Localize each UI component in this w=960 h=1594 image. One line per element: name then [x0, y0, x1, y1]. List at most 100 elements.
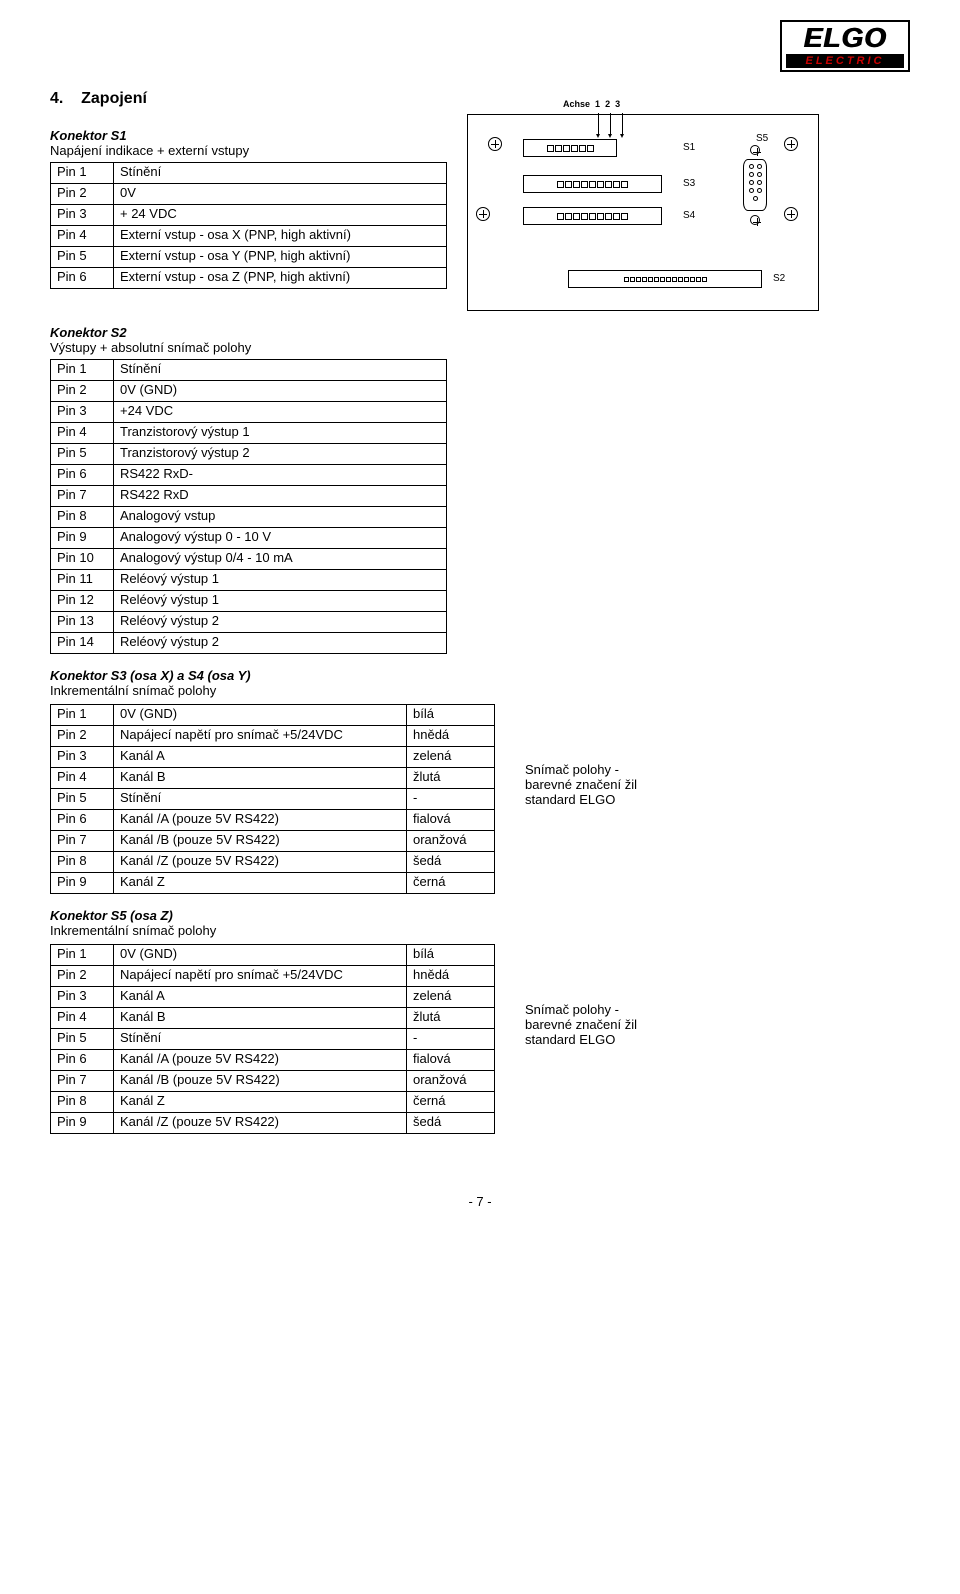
table-row: Pin 8Analogový vstup: [51, 507, 447, 528]
table-row: Pin 20V (GND): [51, 381, 447, 402]
desc-cell: Externí vstup - osa Y (PNP, high aktivní…: [114, 247, 447, 268]
desc-cell: Reléový výstup 2: [114, 612, 447, 633]
table-row: Pin 4Kanál Bžlutá: [51, 768, 495, 789]
color-cell: šedá: [407, 852, 495, 873]
table-row: Pin 4Kanál Bžlutá: [51, 1008, 495, 1029]
page-footer: - 7 -: [50, 1194, 910, 1209]
s2-table: Pin 1StíněníPin 20V (GND)Pin 3+24 VDCPin…: [50, 359, 447, 654]
desc-cell: Reléový výstup 2: [114, 633, 447, 654]
pin-cell: Pin 2: [51, 184, 114, 205]
table-row: Pin 3+ 24 VDC: [51, 205, 447, 226]
table-row: Pin 20V: [51, 184, 447, 205]
diagram-s1-label: S1: [683, 142, 695, 153]
section-heading: 4. Zapojení: [50, 90, 910, 108]
pin-cell: Pin 2: [51, 381, 114, 402]
section-title: Zapojení: [81, 90, 147, 107]
pin-cell: Pin 8: [51, 507, 114, 528]
table-row: Pin 9Kanál /Z (pouze 5V RS422)šedá: [51, 1113, 495, 1134]
pin-cell: Pin 6: [51, 465, 114, 486]
pin-cell: Pin 13: [51, 612, 114, 633]
section-number: 4.: [50, 90, 63, 107]
color-cell: černá: [407, 873, 495, 894]
table-row: Pin 2Napájecí napětí pro snímač +5/24VDC…: [51, 966, 495, 987]
table-row: Pin 4Externí vstup - osa X (PNP, high ak…: [51, 226, 447, 247]
pin-cell: Pin 5: [51, 1029, 114, 1050]
table-row: Pin 7RS422 RxD: [51, 486, 447, 507]
pin-cell: Pin 1: [51, 360, 114, 381]
achse-2: 2: [605, 99, 610, 109]
table-row: Pin 2Napájecí napětí pro snímač +5/24VDC…: [51, 726, 495, 747]
s3-note: Snímač polohy - barevné značení žil stan…: [525, 762, 637, 807]
s5-note: Snímač polohy - barevné značení žil stan…: [525, 1002, 637, 1047]
logo-text-main: ELGO: [786, 24, 904, 52]
color-cell: -: [407, 1029, 495, 1050]
table-row: Pin 6Externí vstup - osa Z (PNP, high ak…: [51, 268, 447, 289]
diagram-s3-label: S3: [683, 178, 695, 189]
desc-cell: Analogový výstup 0/4 - 10 mA: [114, 549, 447, 570]
achse-1: 1: [595, 99, 600, 109]
pin-cell: Pin 5: [51, 247, 114, 268]
table-row: Pin 6Kanál /A (pouze 5V RS422)fialová: [51, 810, 495, 831]
table-row: Pin 14Reléový výstup 2: [51, 633, 447, 654]
desc-cell: + 24 VDC: [114, 205, 447, 226]
table-row: Pin 6RS422 RxD-: [51, 465, 447, 486]
pin-cell: Pin 1: [51, 705, 114, 726]
desc-cell: Kanál B: [114, 1008, 407, 1029]
color-cell: zelená: [407, 747, 495, 768]
s3-table: Pin 10V (GND)bíláPin 2Napájecí napětí pr…: [50, 704, 495, 894]
table-row: Pin 1Stínění: [51, 360, 447, 381]
diagram-s4-label: S4: [683, 210, 695, 221]
table-row: Pin 12Reléový výstup 1: [51, 591, 447, 612]
pin-cell: Pin 1: [51, 945, 114, 966]
pin-cell: Pin 9: [51, 1113, 114, 1134]
s3-desc: Inkrementální snímač polohy: [50, 683, 910, 698]
desc-cell: Kanál /B (pouze 5V RS422): [114, 831, 407, 852]
desc-cell: Kanál Z: [114, 873, 407, 894]
desc-cell: 0V (GND): [114, 945, 407, 966]
pin-cell: Pin 3: [51, 205, 114, 226]
s1-desc: Napájení indikace + externí vstupy: [50, 143, 447, 158]
pin-cell: Pin 4: [51, 768, 114, 789]
pin-cell: Pin 11: [51, 570, 114, 591]
pin-cell: Pin 10: [51, 549, 114, 570]
desc-cell: Kanál A: [114, 747, 407, 768]
s3-name: Konektor S3 (osa X) a S4 (osa Y): [50, 668, 910, 683]
desc-cell: Napájecí napětí pro snímač +5/24VDC: [114, 966, 407, 987]
pin-cell: Pin 4: [51, 423, 114, 444]
pin-cell: Pin 6: [51, 810, 114, 831]
pin-cell: Pin 14: [51, 633, 114, 654]
diagram-s5-label: S5: [756, 133, 768, 144]
pin-cell: Pin 4: [51, 1008, 114, 1029]
color-cell: hnědá: [407, 966, 495, 987]
table-row: Pin 10V (GND)bílá: [51, 945, 495, 966]
table-row: Pin 6Kanál /A (pouze 5V RS422)fialová: [51, 1050, 495, 1071]
desc-cell: 0V: [114, 184, 447, 205]
desc-cell: Analogový výstup 0 - 10 V: [114, 528, 447, 549]
table-row: Pin 8Kanál Zčerná: [51, 1092, 495, 1113]
desc-cell: Tranzistorový výstup 1: [114, 423, 447, 444]
pin-cell: Pin 12: [51, 591, 114, 612]
desc-cell: RS422 RxD: [114, 486, 447, 507]
table-row: Pin 10V (GND)bílá: [51, 705, 495, 726]
table-row: Pin 5Stínění-: [51, 789, 495, 810]
color-cell: černá: [407, 1092, 495, 1113]
pin-cell: Pin 3: [51, 402, 114, 423]
color-cell: šedá: [407, 1113, 495, 1134]
color-cell: -: [407, 789, 495, 810]
pin-cell: Pin 6: [51, 1050, 114, 1071]
color-cell: bílá: [407, 705, 495, 726]
s5-desc: Inkrementální snímač polohy: [50, 923, 910, 938]
desc-cell: Kanál B: [114, 768, 407, 789]
logo: ELGO ELECTRIC: [780, 20, 910, 72]
table-row: Pin 5Tranzistorový výstup 2: [51, 444, 447, 465]
desc-cell: Analogový vstup: [114, 507, 447, 528]
pin-cell: Pin 1: [51, 163, 114, 184]
pin-cell: Pin 2: [51, 966, 114, 987]
color-cell: fialová: [407, 1050, 495, 1071]
color-cell: žlutá: [407, 768, 495, 789]
color-cell: fialová: [407, 810, 495, 831]
achse-3: 3: [615, 99, 620, 109]
table-row: Pin 13Reléový výstup 2: [51, 612, 447, 633]
pin-cell: Pin 8: [51, 1092, 114, 1113]
pin-cell: Pin 4: [51, 226, 114, 247]
